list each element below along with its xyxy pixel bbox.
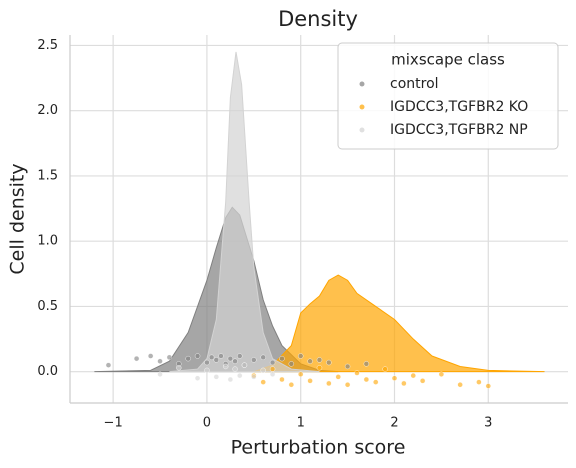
scatter-point bbox=[204, 359, 210, 366]
y-tick-label: 1.0 bbox=[37, 234, 58, 249]
legend-label: IGDCC3,TGFBR2 KO bbox=[390, 99, 528, 115]
scatter-point bbox=[176, 365, 182, 371]
scatter-point bbox=[307, 358, 313, 364]
plot-area bbox=[94, 51, 545, 389]
scatter-point bbox=[419, 378, 426, 384]
legend-title: mixscape class bbox=[391, 51, 505, 69]
y-tick-label: 1.5 bbox=[37, 168, 58, 183]
scatter-point bbox=[185, 355, 191, 362]
legend-label: control bbox=[390, 76, 439, 92]
scatter-point bbox=[354, 370, 360, 376]
scatter-point bbox=[237, 372, 243, 379]
scatter-point bbox=[232, 358, 238, 364]
scatter-point bbox=[269, 359, 276, 366]
scatter-point bbox=[279, 355, 285, 362]
scatter-point bbox=[316, 357, 323, 363]
legend-marker bbox=[359, 104, 365, 110]
scatter-point bbox=[260, 354, 266, 361]
scatter-point bbox=[307, 378, 313, 384]
y-tick-label: 0.0 bbox=[37, 364, 58, 379]
scatter-point bbox=[222, 363, 229, 370]
chart-title: Density bbox=[278, 7, 358, 31]
scatter-point bbox=[232, 366, 238, 372]
y-tick-label: 0.5 bbox=[37, 299, 58, 314]
scatter-point bbox=[269, 371, 276, 377]
scatter-point bbox=[288, 361, 295, 367]
y-axis-label: Cell density bbox=[7, 163, 29, 274]
scatter-point bbox=[298, 371, 304, 377]
x-tick-label: 1 bbox=[297, 416, 305, 431]
y-tick-label: 2.0 bbox=[37, 103, 58, 118]
scatter-point bbox=[476, 379, 482, 385]
scatter-point bbox=[227, 355, 234, 362]
x-tick-label: 3 bbox=[484, 416, 492, 431]
scatter-point bbox=[269, 366, 276, 372]
scatter-point bbox=[157, 358, 163, 364]
scatter-point bbox=[373, 379, 379, 385]
legend-marker bbox=[359, 127, 365, 133]
x-tick-label: 2 bbox=[390, 416, 398, 431]
scatter-point bbox=[251, 374, 257, 380]
scatter-point bbox=[147, 353, 154, 359]
scatter-point bbox=[260, 379, 266, 385]
x-axis-label: Perturbation score bbox=[231, 437, 406, 459]
legend-marker bbox=[359, 81, 365, 87]
scatter-point bbox=[335, 374, 341, 380]
scatter-point bbox=[288, 382, 295, 388]
density-area bbox=[169, 51, 320, 373]
scatter-point bbox=[316, 365, 323, 371]
scatter-point bbox=[344, 363, 351, 370]
scatter-point bbox=[213, 374, 220, 380]
scatter-point bbox=[344, 382, 351, 388]
scatter-point bbox=[157, 371, 163, 377]
scatter-point bbox=[457, 382, 463, 388]
scatter-point bbox=[218, 353, 224, 359]
scatter-point bbox=[279, 376, 285, 383]
scatter-point bbox=[208, 354, 215, 361]
scatter-point bbox=[382, 366, 388, 372]
x-tick-label: −1 bbox=[104, 416, 123, 431]
scatter-point bbox=[260, 367, 266, 374]
legend-box bbox=[337, 42, 559, 150]
scatter-point bbox=[241, 362, 248, 368]
scatter-point bbox=[485, 383, 491, 389]
scatter-point bbox=[204, 367, 210, 374]
scatter-point bbox=[105, 362, 112, 368]
scatter-point bbox=[194, 375, 201, 381]
x-tick-label: 0 bbox=[203, 416, 211, 431]
scatter-point bbox=[251, 357, 257, 363]
scatter-point bbox=[237, 353, 243, 359]
scatter-point bbox=[401, 380, 407, 387]
legend: mixscape class control IGDCC3,TGFBR2 KO IG… bbox=[337, 42, 559, 150]
scatter-point bbox=[213, 357, 220, 363]
scatter-point bbox=[410, 372, 416, 379]
density-area bbox=[253, 274, 545, 373]
scatter-point bbox=[166, 354, 173, 361]
scatter-point bbox=[391, 375, 398, 381]
scatter-point bbox=[298, 353, 304, 359]
scatter-point bbox=[363, 361, 370, 367]
scatter-point bbox=[363, 376, 370, 383]
scatter-point bbox=[227, 376, 234, 383]
legend-label: IGDCC3,TGFBR2 NP bbox=[390, 122, 528, 138]
scatter-point bbox=[438, 371, 445, 377]
scatter-point bbox=[194, 353, 201, 359]
y-tick-label: 2.5 bbox=[37, 38, 58, 53]
scatter-point bbox=[326, 359, 332, 366]
scatter-point bbox=[133, 355, 140, 362]
scatter-point bbox=[326, 380, 332, 387]
